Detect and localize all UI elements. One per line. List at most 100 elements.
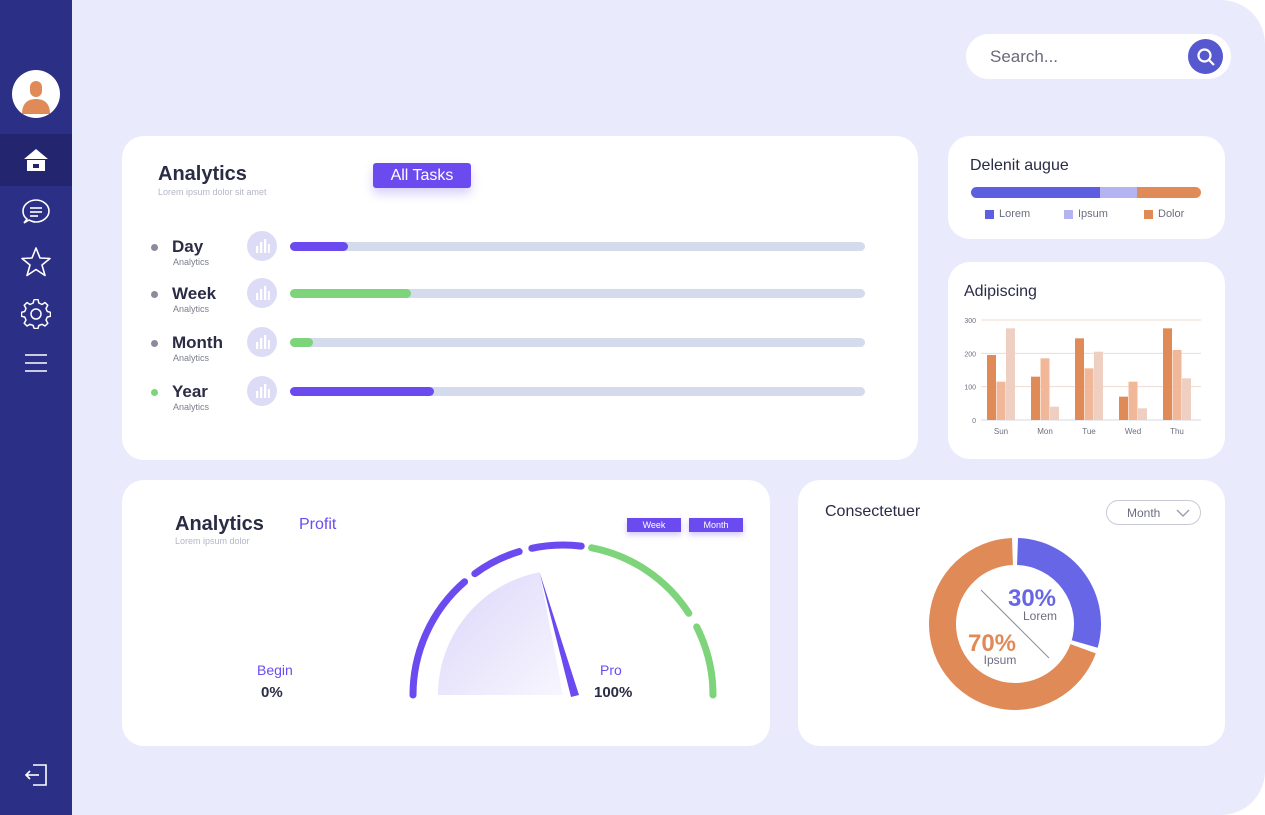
slice-label-ipsum: Ipsum xyxy=(984,653,1017,667)
bar xyxy=(1182,378,1191,420)
gauge-arc-segment xyxy=(528,541,585,552)
row-label: Year xyxy=(172,382,208,401)
divider-line xyxy=(980,589,1050,659)
user-icon xyxy=(22,81,50,114)
bar xyxy=(1040,358,1050,420)
end-label: Pro xyxy=(600,662,622,678)
progress-fill xyxy=(290,289,411,298)
month-toggle[interactable]: Month xyxy=(689,518,743,532)
donut-slice-ipsum xyxy=(929,538,1096,710)
legend-label: Dolor xyxy=(1158,208,1185,220)
sidebar xyxy=(0,0,72,815)
sidebar-item-favorites[interactable] xyxy=(0,236,72,288)
row-label: Week xyxy=(172,284,217,303)
card-title: Analytics xyxy=(158,163,247,185)
legend-label: Lorem xyxy=(999,208,1031,220)
gauge-arc-segment xyxy=(693,623,717,699)
begin-label: Begin xyxy=(257,662,293,678)
logout-button[interactable] xyxy=(0,752,72,798)
slice-value-ipsum: 70% xyxy=(968,630,1016,657)
period-select[interactable]: Month xyxy=(1106,500,1201,525)
progress-fill xyxy=(290,387,434,396)
donut-slice-lorem xyxy=(1016,538,1101,648)
chat-icon xyxy=(22,199,50,224)
bar-segment-ipsum xyxy=(1099,187,1137,198)
legend-swatch xyxy=(1064,209,1073,219)
progress-row-week: Week Analytics xyxy=(122,278,918,318)
status-dot xyxy=(151,340,158,347)
y-tick-label: 0 xyxy=(972,418,976,425)
end-value: 100% xyxy=(594,684,633,701)
x-tick-label: Tue xyxy=(1082,427,1096,436)
card-title: Consectetuer xyxy=(825,503,921,520)
gauge-arc-segment xyxy=(409,578,469,699)
gauge-needle xyxy=(539,572,579,697)
search-button[interactable] xyxy=(1188,39,1223,74)
row-label: Day xyxy=(172,237,204,256)
card-title: Analytics xyxy=(175,513,264,535)
chart-icon-button[interactable] xyxy=(247,231,277,261)
progress-track xyxy=(290,387,865,396)
status-dot xyxy=(151,291,158,298)
adipiscing-card: Adipiscing 0 100 200 300 Sun Mon Tue Wed Thu xyxy=(948,262,1225,459)
y-tick-label: 300 xyxy=(964,318,976,325)
bar xyxy=(1128,381,1138,420)
chart-icon-button[interactable] xyxy=(247,278,277,308)
y-tick-label: 200 xyxy=(964,351,976,358)
row-label: Month xyxy=(172,333,223,352)
card-subtitle: Lorem ipsum dolor sit amet xyxy=(158,187,267,197)
legend-label: Ipsum xyxy=(1078,208,1108,220)
delenit-card: Delenit augue Lorem Ipsum Dolor xyxy=(948,136,1225,239)
search-input[interactable] xyxy=(990,45,1180,69)
x-tick-label: Mon xyxy=(1037,427,1053,436)
legend-swatch xyxy=(1144,209,1153,219)
row-sublabel: Analytics xyxy=(173,304,210,314)
star-icon xyxy=(21,247,51,277)
bar-segment-lorem xyxy=(971,187,1100,198)
row-sublabel: Analytics xyxy=(173,402,210,412)
legend-item-ipsum: Ipsum xyxy=(1064,208,1108,220)
x-tick-label: Thu xyxy=(1170,427,1184,436)
bar-chart-icon xyxy=(256,384,270,398)
slice-label-lorem: Lorem xyxy=(1023,609,1057,623)
chart-icon-button[interactable] xyxy=(247,376,277,406)
progress-row-month: Month Analytics xyxy=(122,327,918,367)
status-dot xyxy=(151,389,158,396)
progress-row-day: Day Analytics xyxy=(122,231,918,271)
x-tick-label: Sun xyxy=(994,427,1008,436)
progress-track xyxy=(290,338,865,347)
progress-fill xyxy=(290,242,348,251)
sidebar-item-home[interactable] xyxy=(0,134,72,186)
bar xyxy=(996,381,1006,420)
donut-chart: 30%Lorem 70%Ipsum xyxy=(929,538,1101,710)
gear-icon xyxy=(21,299,51,329)
home-icon xyxy=(24,149,48,171)
bar-chart: 0 100 200 300 Sun Mon Tue Wed Thu xyxy=(964,318,1201,436)
status-dot xyxy=(151,244,158,251)
x-tick-label: Wed xyxy=(1125,427,1141,436)
progress-track xyxy=(290,289,865,298)
week-toggle[interactable]: Week xyxy=(627,518,681,532)
period-select-value: Month xyxy=(1127,505,1161,520)
avatar[interactable] xyxy=(12,70,60,118)
all-tasks-button[interactable]: All Tasks xyxy=(373,163,471,188)
row-sublabel: Analytics xyxy=(173,353,210,363)
sidebar-item-settings[interactable] xyxy=(0,288,72,340)
bar xyxy=(1006,328,1015,420)
bar xyxy=(1172,350,1182,420)
y-tick-label: 100 xyxy=(964,385,976,392)
gauge-fill xyxy=(438,572,563,695)
profit-label: Profit xyxy=(299,516,337,533)
progress-row-year: Year Analytics xyxy=(122,376,918,416)
bar-chart-icon xyxy=(256,335,270,349)
consectetuer-card: Consectetuer Month 30% Lorem 70% Ipsum xyxy=(798,480,1225,746)
progress-track xyxy=(290,242,865,251)
gauge-arc-segment xyxy=(471,548,523,578)
bar xyxy=(1084,368,1094,420)
chart-icon-button[interactable] xyxy=(247,327,277,357)
bar-chart-icon xyxy=(256,239,270,253)
stacked-bar xyxy=(971,187,1201,198)
gauge-card: Analytics Lorem ipsum dolor Profit Week … xyxy=(122,480,770,746)
sidebar-item-menu[interactable] xyxy=(0,337,72,389)
sidebar-item-messages[interactable] xyxy=(0,186,72,238)
